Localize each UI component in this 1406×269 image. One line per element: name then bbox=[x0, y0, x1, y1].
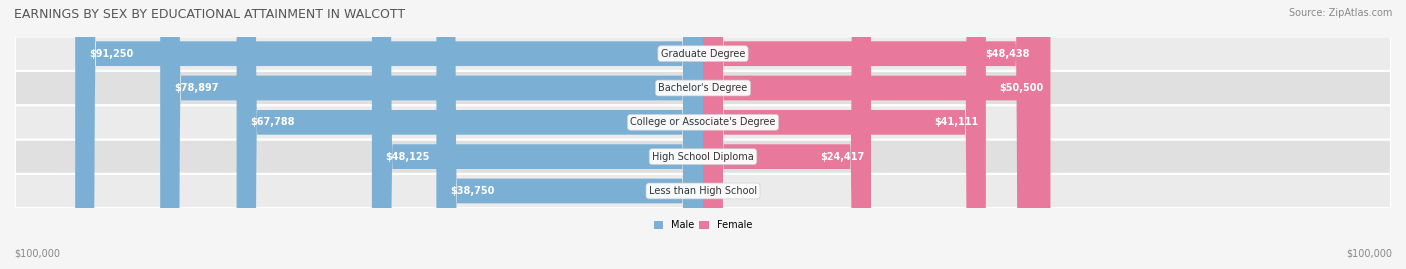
FancyBboxPatch shape bbox=[236, 0, 703, 269]
FancyBboxPatch shape bbox=[703, 0, 870, 269]
Text: Source: ZipAtlas.com: Source: ZipAtlas.com bbox=[1288, 8, 1392, 18]
FancyBboxPatch shape bbox=[703, 0, 1036, 269]
Text: Less than High School: Less than High School bbox=[650, 186, 756, 196]
Text: $67,788: $67,788 bbox=[250, 117, 295, 127]
FancyBboxPatch shape bbox=[15, 37, 1391, 71]
FancyBboxPatch shape bbox=[436, 0, 703, 269]
FancyBboxPatch shape bbox=[15, 105, 1391, 140]
Text: EARNINGS BY SEX BY EDUCATIONAL ATTAINMENT IN WALCOTT: EARNINGS BY SEX BY EDUCATIONAL ATTAINMEN… bbox=[14, 8, 405, 21]
FancyBboxPatch shape bbox=[75, 0, 703, 269]
Text: High School Diploma: High School Diploma bbox=[652, 152, 754, 162]
Text: $78,897: $78,897 bbox=[174, 83, 218, 93]
Text: $24,417: $24,417 bbox=[820, 152, 865, 162]
Text: $91,250: $91,250 bbox=[89, 49, 134, 59]
Text: $48,125: $48,125 bbox=[385, 152, 430, 162]
FancyBboxPatch shape bbox=[703, 0, 1050, 269]
FancyBboxPatch shape bbox=[160, 0, 703, 269]
Legend: Male, Female: Male, Female bbox=[650, 216, 756, 234]
Text: $100,000: $100,000 bbox=[1346, 248, 1392, 258]
Text: $41,111: $41,111 bbox=[935, 117, 979, 127]
Text: $38,750: $38,750 bbox=[450, 186, 495, 196]
Text: $48,438: $48,438 bbox=[984, 49, 1029, 59]
Text: Bachelor's Degree: Bachelor's Degree bbox=[658, 83, 748, 93]
FancyBboxPatch shape bbox=[703, 0, 986, 269]
Text: $0: $0 bbox=[717, 186, 728, 196]
FancyBboxPatch shape bbox=[15, 71, 1391, 105]
Text: $100,000: $100,000 bbox=[14, 248, 60, 258]
FancyBboxPatch shape bbox=[15, 174, 1391, 208]
Text: Graduate Degree: Graduate Degree bbox=[661, 49, 745, 59]
FancyBboxPatch shape bbox=[15, 140, 1391, 174]
Text: $50,500: $50,500 bbox=[1000, 83, 1043, 93]
Text: College or Associate's Degree: College or Associate's Degree bbox=[630, 117, 776, 127]
FancyBboxPatch shape bbox=[373, 0, 703, 269]
